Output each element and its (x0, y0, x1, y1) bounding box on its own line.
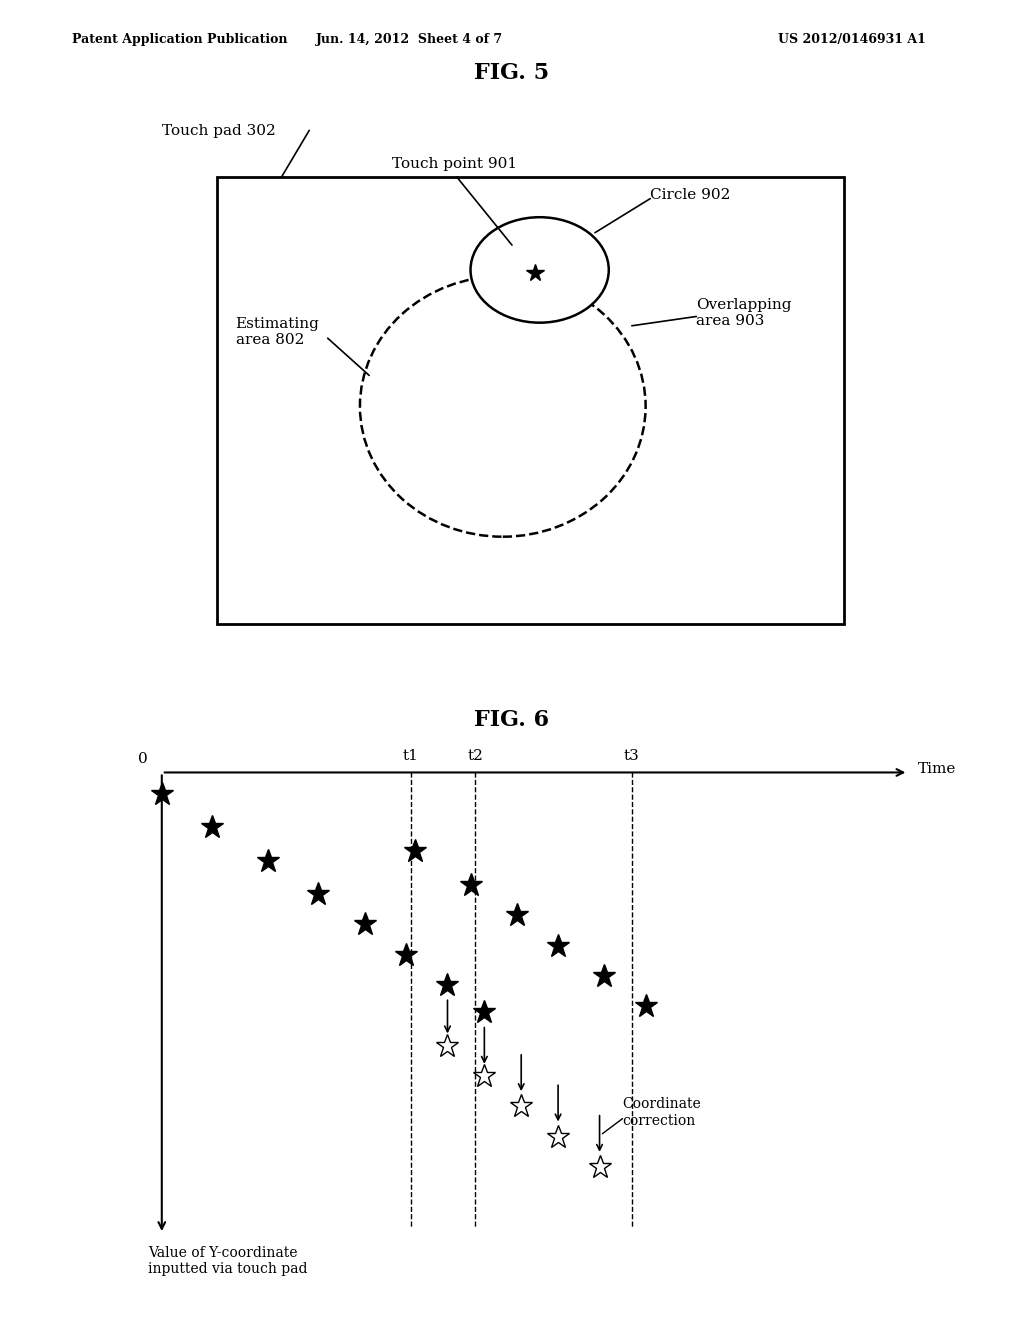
Bar (217, 177, 844, 623)
Text: Patent Application Publication: Patent Application Publication (72, 33, 287, 46)
Text: t3: t3 (624, 750, 640, 763)
Text: Touch point 901: Touch point 901 (392, 157, 517, 170)
Text: FIG. 6: FIG. 6 (474, 709, 550, 731)
Text: Value of Y-coordinate
inputted via touch pad: Value of Y-coordinate inputted via touch… (148, 1246, 307, 1276)
Text: 0: 0 (138, 752, 148, 767)
Text: t2: t2 (467, 750, 483, 763)
Text: Time: Time (918, 763, 955, 776)
Text: Coordinate
correction: Coordinate correction (623, 1097, 701, 1127)
Text: Estimating
area 802: Estimating area 802 (236, 317, 319, 347)
Text: Overlapping
area 903: Overlapping area 903 (696, 298, 792, 329)
Ellipse shape (360, 276, 646, 537)
Text: Circle 902: Circle 902 (650, 189, 730, 202)
Text: t1: t1 (402, 750, 419, 763)
Text: Touch pad 302: Touch pad 302 (162, 124, 275, 139)
Text: Jun. 14, 2012  Sheet 4 of 7: Jun. 14, 2012 Sheet 4 of 7 (316, 33, 503, 46)
Text: FIG. 5: FIG. 5 (474, 62, 550, 84)
Text: US 2012/0146931 A1: US 2012/0146931 A1 (778, 33, 926, 46)
Ellipse shape (471, 218, 608, 322)
